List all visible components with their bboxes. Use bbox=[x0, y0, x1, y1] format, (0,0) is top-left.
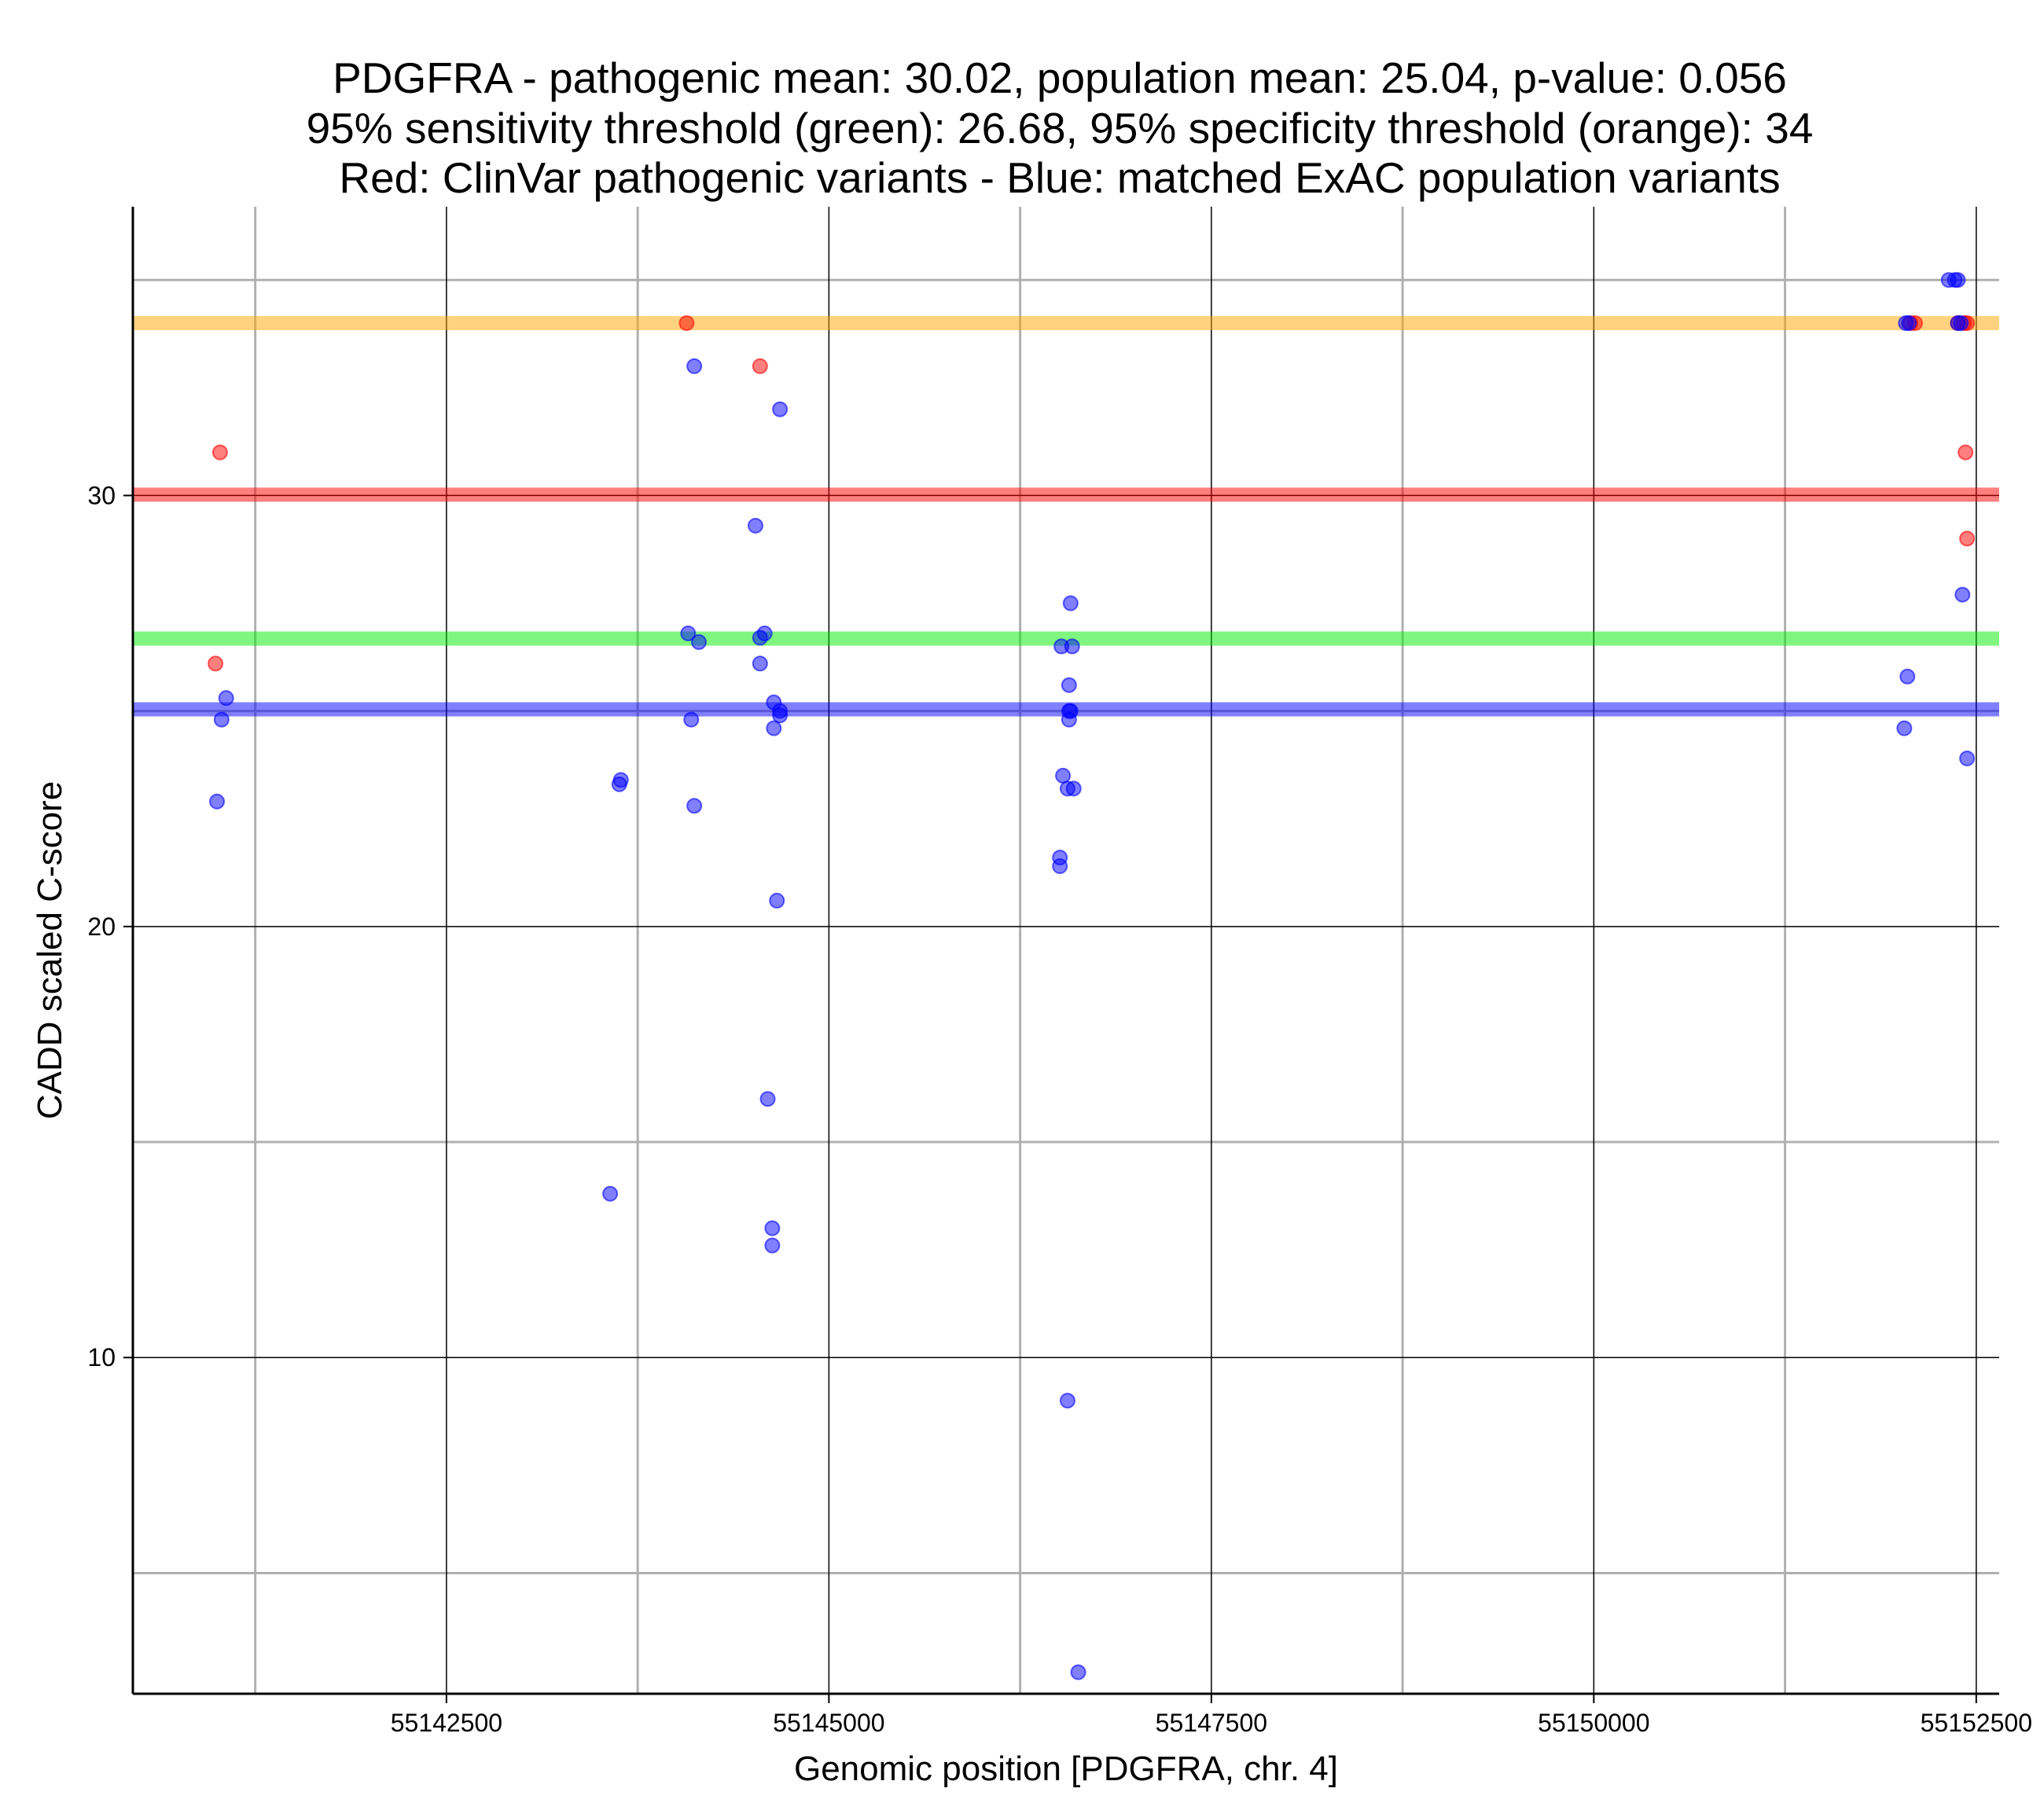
population-point bbox=[1899, 668, 1916, 685]
pathogenic-point bbox=[1958, 444, 1974, 461]
pathogenic-point bbox=[678, 315, 695, 332]
y-axis-label: CADD scaled C-score bbox=[31, 781, 69, 1119]
pathogenic-point bbox=[208, 655, 224, 672]
population-point bbox=[1070, 1664, 1086, 1680]
y-tick-label: 20 bbox=[87, 913, 116, 941]
pathogenic-point bbox=[1959, 531, 1976, 547]
population-point bbox=[1950, 272, 1966, 288]
population-point bbox=[218, 690, 234, 707]
population-point bbox=[772, 401, 789, 417]
population-point bbox=[1959, 750, 1976, 766]
x-axis-label: Genomic position [PDGFRA, chr. 4] bbox=[794, 1750, 1338, 1788]
x-axis-ticks: 55142500 55145000 55147500 55150000 55152500 bbox=[391, 1694, 2032, 1737]
y-tick-label: 10 bbox=[87, 1343, 116, 1372]
population-point bbox=[1898, 315, 1914, 332]
population-point bbox=[213, 711, 230, 728]
population-point bbox=[690, 633, 707, 650]
population-point bbox=[752, 655, 768, 672]
population-point bbox=[759, 1091, 776, 1107]
population-point bbox=[1055, 767, 1072, 784]
population-point bbox=[602, 1185, 619, 1202]
population-point bbox=[756, 625, 773, 641]
population-point bbox=[680, 625, 697, 641]
population-point bbox=[1052, 858, 1068, 875]
pathogenic-point bbox=[752, 358, 768, 374]
x-tick-label: 55147500 bbox=[1156, 1709, 1267, 1737]
x-tick-label: 55150000 bbox=[1538, 1709, 1649, 1737]
population-point bbox=[1954, 586, 1971, 603]
y-axis-ticks: 10 20 30 bbox=[87, 481, 133, 1372]
population-point bbox=[1059, 1393, 1075, 1409]
population-point bbox=[209, 793, 226, 810]
population-point bbox=[1953, 315, 1969, 332]
population-point bbox=[769, 892, 785, 909]
population-point bbox=[1062, 703, 1079, 719]
population-point bbox=[772, 707, 789, 724]
population-point bbox=[764, 1237, 781, 1254]
population-point bbox=[1064, 638, 1080, 655]
population-point bbox=[1896, 720, 1913, 736]
population-point bbox=[764, 1220, 781, 1236]
population-point bbox=[683, 711, 700, 728]
x-tick-label: 55142500 bbox=[391, 1709, 502, 1737]
x-tick-label: 55152500 bbox=[1921, 1709, 2032, 1737]
pathogenic-point bbox=[211, 444, 228, 461]
chart-title-line-3: Red: ClinVar pathogenic variants - Blue:… bbox=[339, 153, 1780, 202]
y-tick-label: 30 bbox=[87, 481, 116, 509]
population-point bbox=[686, 358, 703, 374]
minor-gridlines bbox=[133, 207, 1999, 1694]
population-point bbox=[747, 517, 763, 534]
chart-title-line-2: 95% sensitivity threshold (green): 26.68… bbox=[307, 104, 1814, 152]
data-points bbox=[208, 272, 1976, 1680]
population-point bbox=[1062, 595, 1079, 611]
population-point bbox=[1061, 677, 1077, 693]
x-tick-label: 55145000 bbox=[773, 1709, 884, 1737]
population-point bbox=[1065, 780, 1082, 797]
population-point bbox=[611, 776, 627, 792]
population-point bbox=[766, 720, 782, 736]
population-point bbox=[686, 798, 703, 814]
chart-title-line-1: PDGFRA - pathogenic mean: 30.02, populat… bbox=[333, 53, 1787, 102]
